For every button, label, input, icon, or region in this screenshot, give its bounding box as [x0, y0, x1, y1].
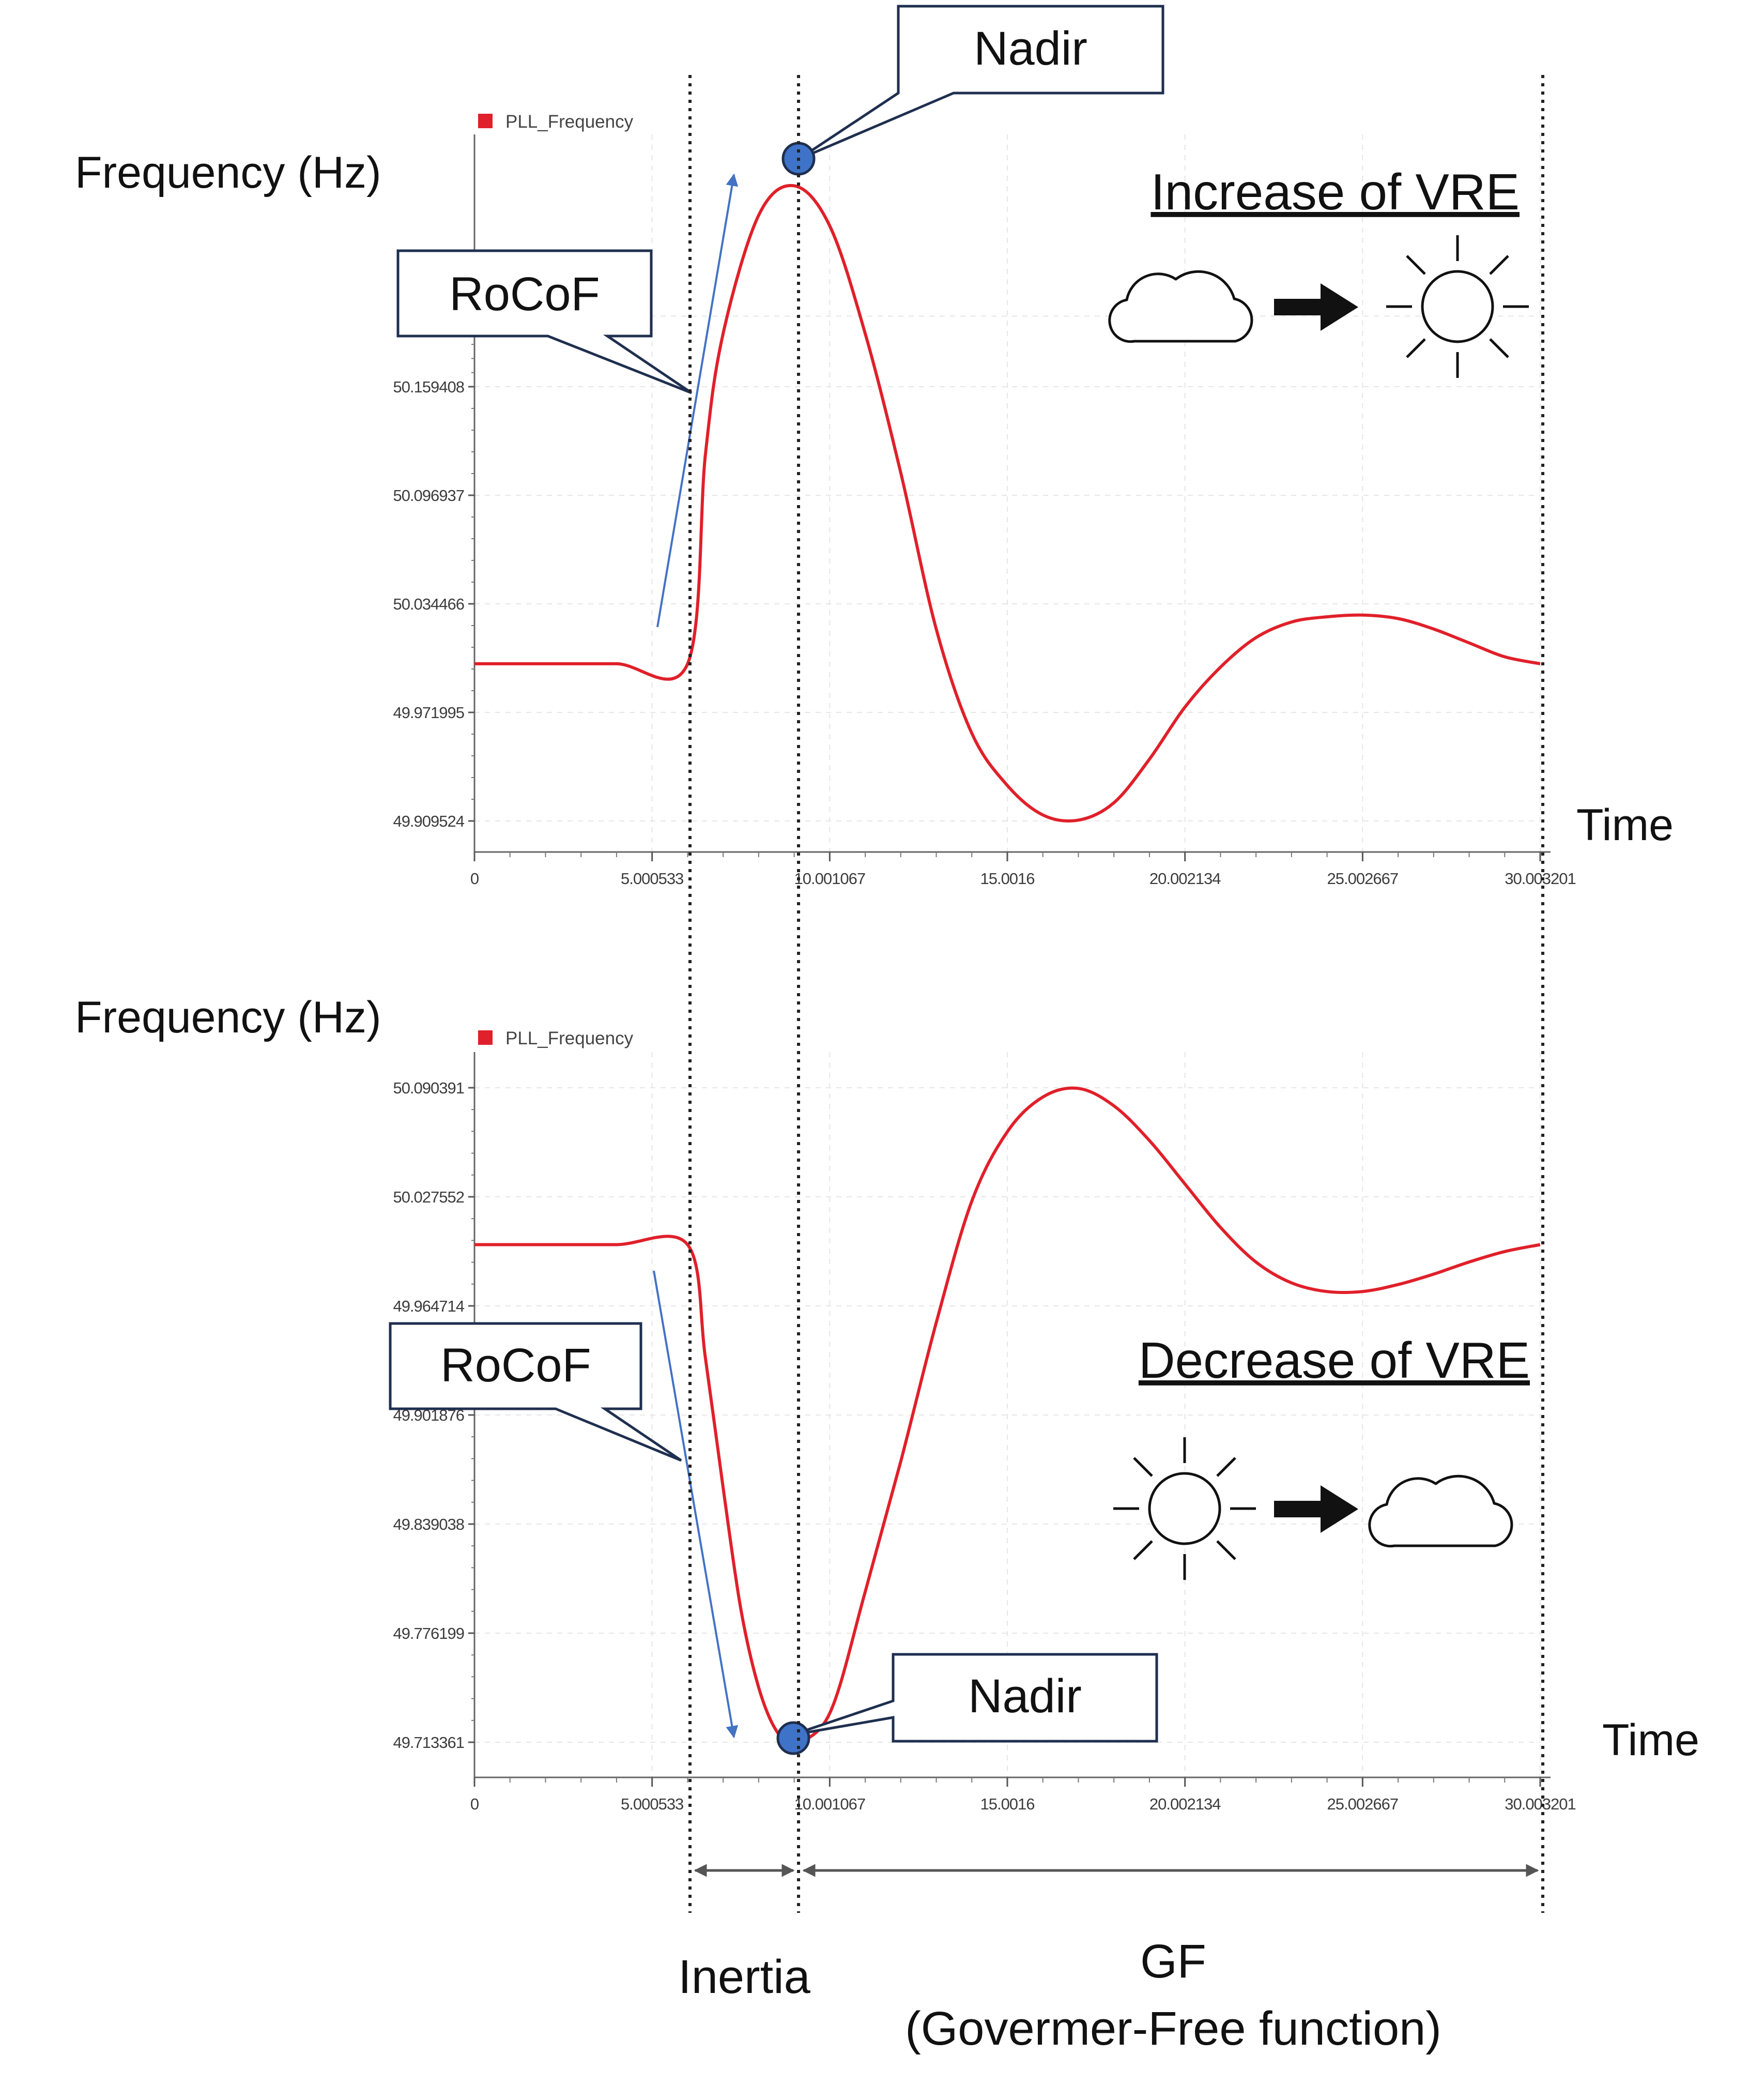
top-rocof-label: RoCoF	[449, 268, 600, 321]
top-rocof-callout: RoCoF	[396, 249, 693, 394]
x-tick-label: 5.000533	[621, 870, 683, 888]
y-tick-label: 49.776199	[393, 1624, 464, 1642]
y-tick-label: 49.971995	[393, 704, 464, 722]
top-legend-label: PLL_Frequency	[505, 112, 634, 132]
bottom-time-label: Time	[1602, 1715, 1699, 1765]
top-y-axis-title: Frequency (Hz)	[75, 148, 381, 197]
bottom-panel: Frequency (Hz) Time PLL_Frequency 49.713…	[75, 993, 1699, 1813]
bottom-x-ticks: 0 5.000533 10.001067 15.0016 20.002134 25.002…	[470, 1777, 1576, 1813]
top-panel: Frequency (Hz) Time PLL_Frequency 49.909…	[75, 5, 1674, 888]
bottom-rocof-callout: RoCoF	[389, 1322, 682, 1462]
bottom-y-axis-title: Frequency (Hz)	[75, 993, 381, 1042]
inertia-label: Inertia	[678, 1951, 811, 2003]
y-tick-label: 50.090391	[393, 1079, 464, 1097]
top-nadir-callout: Nadir	[797, 5, 1164, 161]
cloud-icon	[1108, 270, 1253, 343]
bottom-rocof-arrow	[653, 1270, 739, 1739]
y-tick-label: 50.027552	[393, 1188, 464, 1206]
x-tick-label: 5.000533	[621, 1795, 683, 1813]
y-tick-label: 49.964714	[393, 1297, 464, 1315]
bottom-y-ticks: 49.71336149.77619949.83903849.90187649.9…	[393, 1079, 474, 1752]
bottom-vre-title: Decrease of VRE	[1139, 1332, 1530, 1389]
top-vre-title: Increase of VRE	[1151, 163, 1520, 220]
y-tick-label: 50.096937	[393, 486, 464, 505]
sun-icon	[1386, 235, 1529, 378]
x-tick-label: 0	[470, 1795, 479, 1813]
bottom-nadir-label: Nadir	[968, 1670, 1082, 1723]
x-tick-label: 15.0016	[980, 870, 1034, 888]
x-tick-label: 10.001067	[794, 870, 866, 888]
sun-icon	[1113, 1437, 1256, 1580]
x-tick-label: 25.002667	[1327, 1795, 1399, 1813]
bottom-nadir-callout: Nadir	[791, 1653, 1158, 1743]
top-time-label: Time	[1576, 800, 1674, 850]
x-tick-label: 15.0016	[980, 1795, 1034, 1813]
bottom-nadir-marker	[776, 1721, 810, 1755]
gf-label: GF	[1140, 1935, 1206, 1988]
top-axes	[473, 134, 1551, 853]
top-grid	[474, 134, 1541, 852]
bottom-frequency-line	[474, 1086, 1541, 1745]
bottom-legend-swatch	[478, 1030, 493, 1045]
x-tick-label: 30.003201	[1505, 1795, 1576, 1813]
bottom-rocof-label: RoCoF	[440, 1339, 591, 1392]
y-tick-label: 49.713361	[393, 1733, 464, 1752]
gf-description: (Govermer-Free function)	[905, 2002, 1441, 2055]
phase-markers	[688, 75, 1544, 1913]
x-tick-label: 0	[470, 870, 479, 888]
right-arrow-icon	[1274, 283, 1358, 331]
top-y-ticks: 49.909524 49.971995 50.034466 50.096937 50.1…	[393, 308, 474, 830]
x-tick-label: 20.002134	[1149, 1795, 1221, 1813]
top-nadir-label: Nadir	[974, 22, 1087, 75]
cloud-icon	[1368, 1474, 1513, 1548]
x-tick-label: 10.001067	[794, 1795, 866, 1813]
y-tick-label: 50.034466	[393, 595, 464, 613]
top-rocof-arrow	[656, 173, 739, 628]
y-tick-label: 49.839038	[393, 1515, 464, 1533]
bottom-legend-label: PLL_Frequency	[505, 1028, 634, 1048]
y-tick-label: 49.909524	[393, 812, 464, 830]
top-x-ticks: 0 5.000533 10.001067 15.0016 20.002134 25.002…	[470, 852, 1576, 888]
x-tick-label: 30.003201	[1505, 870, 1576, 888]
x-tick-label: 25.002667	[1327, 870, 1399, 888]
top-frequency-line	[474, 184, 1541, 823]
x-tick-label: 20.002134	[1149, 870, 1221, 888]
y-tick-label: 50.159408	[393, 378, 464, 396]
right-arrow-icon	[1274, 1485, 1358, 1533]
top-legend-swatch	[478, 114, 493, 128]
